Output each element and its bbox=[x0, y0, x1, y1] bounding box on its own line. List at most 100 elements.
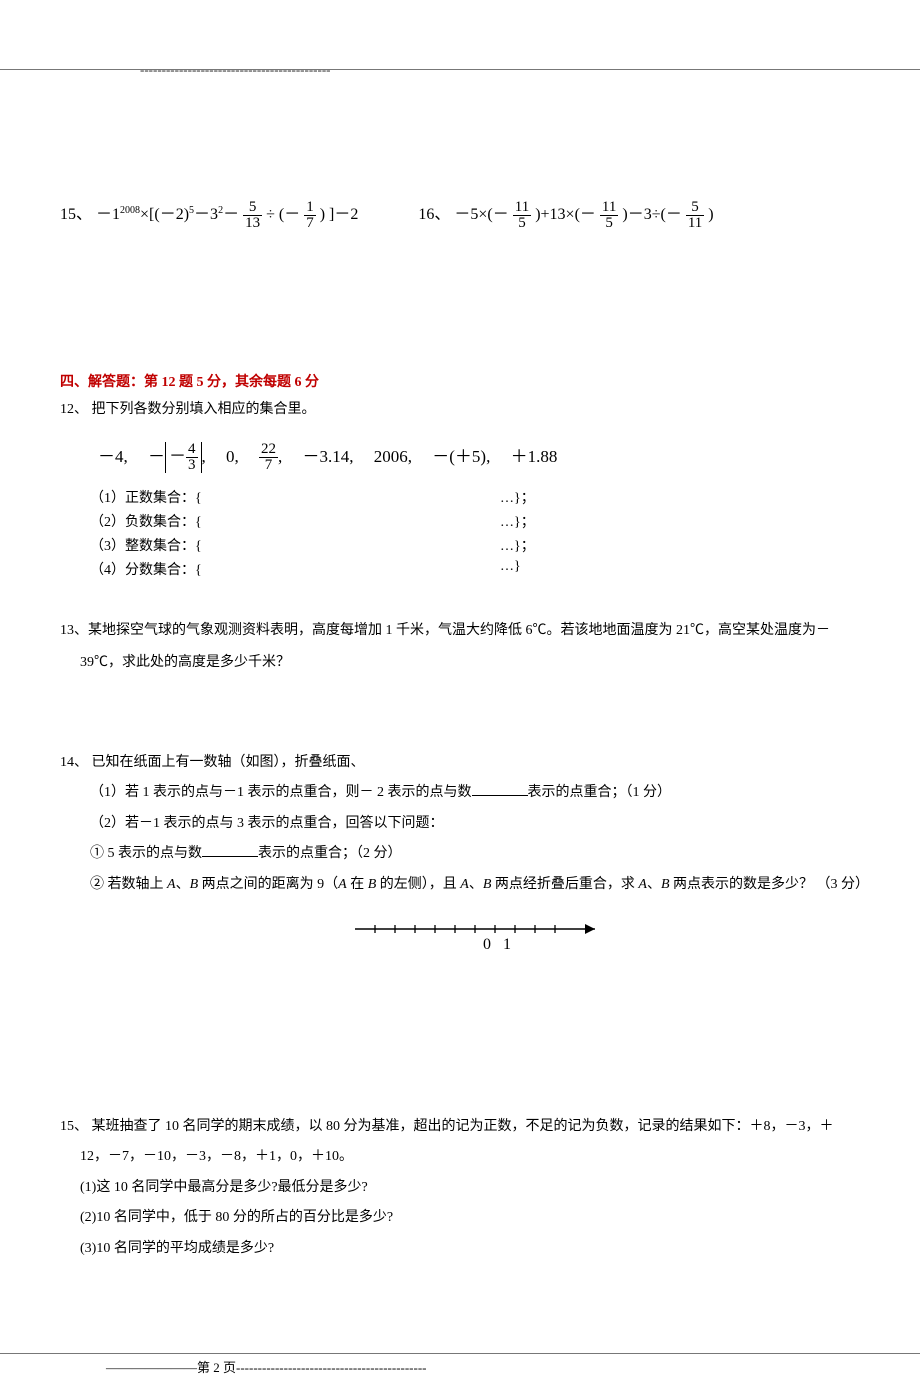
var-a: A bbox=[167, 877, 176, 892]
number-line-figure: 0 1 bbox=[60, 909, 890, 964]
set-row-fraction: （4）分数集合：{ …} bbox=[60, 559, 890, 579]
text: 的左侧），且 bbox=[376, 877, 460, 892]
num-b-post: , bbox=[202, 447, 206, 466]
question-12-numbers: －4, －－43, 0, 227, －3.14, 2006, －(＋5), ＋1… bbox=[60, 442, 890, 474]
text: － bbox=[223, 206, 239, 223]
text: 、 bbox=[469, 877, 483, 892]
problem-number: 15、 bbox=[60, 206, 92, 223]
numerator: 1 bbox=[304, 200, 316, 216]
set-end: …} bbox=[500, 559, 521, 579]
problems-15-16-row: 15、 －12008×[(－2)5－32－ 513 ÷ (－ 17 ) ]－2 … bbox=[60, 200, 890, 231]
text: ×[(－2) bbox=[140, 206, 189, 223]
numerator: 22 bbox=[259, 442, 278, 458]
problem-number: 13、 bbox=[60, 623, 88, 638]
text: 、 bbox=[647, 877, 661, 892]
text: （2）若－1 表示的点与 3 表示的点重合，回答以下问题： bbox=[90, 816, 444, 831]
num-c: 0, bbox=[226, 447, 239, 466]
denominator: 7 bbox=[259, 458, 278, 473]
fraction: 43 bbox=[186, 442, 198, 473]
num-d-post: , bbox=[278, 447, 282, 466]
numerator: 5 bbox=[686, 200, 704, 216]
numerator: 11 bbox=[600, 200, 618, 216]
text: 两点经折叠后重合，求 bbox=[491, 877, 638, 892]
text: 某地探空气球的气象观测资料表明，高度每增加 1 千米，气温大约降低 6℃。若该地… bbox=[88, 623, 830, 638]
section-4-title: 四、解答题：第 12 题 5 分，其余每题 6 分 bbox=[60, 371, 890, 391]
var-a: A bbox=[638, 877, 647, 892]
set-fill-blank[interactable] bbox=[220, 535, 500, 555]
set-fill-blank[interactable] bbox=[220, 559, 500, 579]
text: 12，－7，－10，－3，－8，＋1，0，＋10。 bbox=[80, 1149, 353, 1164]
fill-blank[interactable] bbox=[202, 842, 258, 857]
exponent: 2008 bbox=[120, 205, 140, 216]
text: 某班抽查了 10 名同学的期末成绩，以 80 分为基准，超出的记为正数，不足的记… bbox=[92, 1119, 834, 1134]
fraction: 17 bbox=[304, 200, 316, 231]
text: ① 5 表示的点与数 bbox=[90, 846, 202, 861]
set-label: （3）整数集合：{ bbox=[90, 535, 220, 555]
problem-number: 14、 bbox=[60, 755, 88, 770]
q14-part1: （1）若 1 表示的点与－1 表示的点重合，则－ 2 表示的点与数 表示的点重合；… bbox=[60, 780, 890, 807]
denominator: 3 bbox=[186, 458, 198, 473]
set-end: …}； bbox=[500, 511, 535, 531]
text: 表示的点重合；（1 分） bbox=[528, 785, 672, 800]
footer-dashes: ----------------------------------------… bbox=[236, 1360, 426, 1375]
denominator: 7 bbox=[304, 216, 316, 231]
text: 两点表示的数是多少？ （3 分） bbox=[670, 877, 870, 892]
question-12-stem: 12、 把下列各数分别填入相应的集合里。 bbox=[60, 397, 890, 424]
footer-rule bbox=[0, 1353, 920, 1354]
q15-part2: (2)10 名同学中，低于 80 分的所占的百分比是多少? bbox=[80, 1210, 393, 1225]
footer-left-rule: ——————— bbox=[106, 1360, 197, 1375]
text: 39℃，求此处的高度是多少千米？ bbox=[60, 655, 290, 670]
text: －5×(－ bbox=[454, 206, 508, 223]
problem-number: 15、 bbox=[60, 1119, 88, 1134]
fraction: 115 bbox=[513, 200, 531, 231]
axis-label-1: 1 bbox=[503, 936, 511, 953]
text: ÷ (－ bbox=[266, 206, 300, 223]
num-b-pre: － bbox=[148, 447, 165, 466]
text: 两点之间的距离为 9（ bbox=[198, 877, 338, 892]
var-b: B bbox=[368, 877, 377, 892]
page-number: 第 2 页 bbox=[197, 1360, 236, 1375]
numerator: 4 bbox=[186, 442, 198, 458]
set-end: …}； bbox=[500, 487, 535, 507]
question-13: 13、某地探空气球的气象观测资料表明，高度每增加 1 千米，气温大约降低 6℃。… bbox=[60, 615, 890, 679]
num-e: －3.14, bbox=[303, 447, 354, 466]
num-a: －4, bbox=[98, 447, 128, 466]
header-rule bbox=[0, 69, 920, 70]
fill-blank[interactable] bbox=[472, 781, 528, 796]
text: ) bbox=[708, 206, 713, 223]
denominator: 11 bbox=[686, 216, 704, 231]
set-fill-blank[interactable] bbox=[220, 487, 500, 507]
set-row-negative: （2）负数集合：{ …}； bbox=[60, 511, 890, 531]
page-content: 15、 －12008×[(－2)5－32－ 513 ÷ (－ 17 ) ]－2 … bbox=[60, 200, 890, 1267]
text: －3 bbox=[194, 206, 218, 223]
var-b: B bbox=[190, 877, 199, 892]
q15-part1: (1)这 10 名同学中最高分是多少?最低分是多少? bbox=[80, 1180, 368, 1195]
arrow-icon bbox=[585, 924, 595, 934]
numerator: 11 bbox=[513, 200, 531, 216]
text: 表示的点重合；（2 分） bbox=[258, 846, 402, 861]
text: －1 bbox=[96, 206, 120, 223]
text: （1）若 1 表示的点与－1 表示的点重合，则－ 2 表示的点与数 bbox=[90, 785, 472, 800]
header-dashes: ----------------------------------------… bbox=[140, 62, 330, 78]
question-14: 14、 已知在纸面上有一数轴（如图），折叠纸面、 （1）若 1 表示的点与－1 … bbox=[60, 750, 890, 964]
numerator: 5 bbox=[243, 200, 262, 216]
problem-16: 16、 －5×(－ 115 )+13×(－ 115 )－3÷(－ 511 ) bbox=[418, 200, 713, 231]
question-15: 15、 某班抽查了 10 名同学的期末成绩，以 80 分为基准，超出的记为正数，… bbox=[60, 1114, 890, 1263]
text: 、 bbox=[176, 877, 190, 892]
problem-15: 15、 －12008×[(－2)5－32－ 513 ÷ (－ 17 ) ]－2 bbox=[60, 200, 358, 231]
denominator: 5 bbox=[600, 216, 618, 231]
set-fill-blank[interactable] bbox=[220, 511, 500, 531]
set-end: …}； bbox=[500, 535, 535, 555]
text: ② 若数轴上 bbox=[90, 877, 167, 892]
set-label: （1）正数集合：{ bbox=[90, 487, 220, 507]
var-a: A bbox=[338, 877, 347, 892]
q14-sub1: ① 5 表示的点与数 表示的点重合；（2 分） bbox=[60, 841, 890, 868]
text: )－3÷(－ bbox=[622, 206, 681, 223]
text: 在 bbox=[347, 877, 368, 892]
num-f: 2006, bbox=[374, 447, 412, 466]
q14-sub2: ② 若数轴上 A、B 两点之间的距离为 9（A 在 B 的左侧），且 A、B 两… bbox=[60, 872, 890, 899]
abs-value: －43 bbox=[165, 442, 202, 473]
fraction: 115 bbox=[600, 200, 618, 231]
set-row-positive: （1）正数集合：{ …}； bbox=[60, 487, 890, 507]
problem-number: 12、 bbox=[60, 402, 88, 417]
